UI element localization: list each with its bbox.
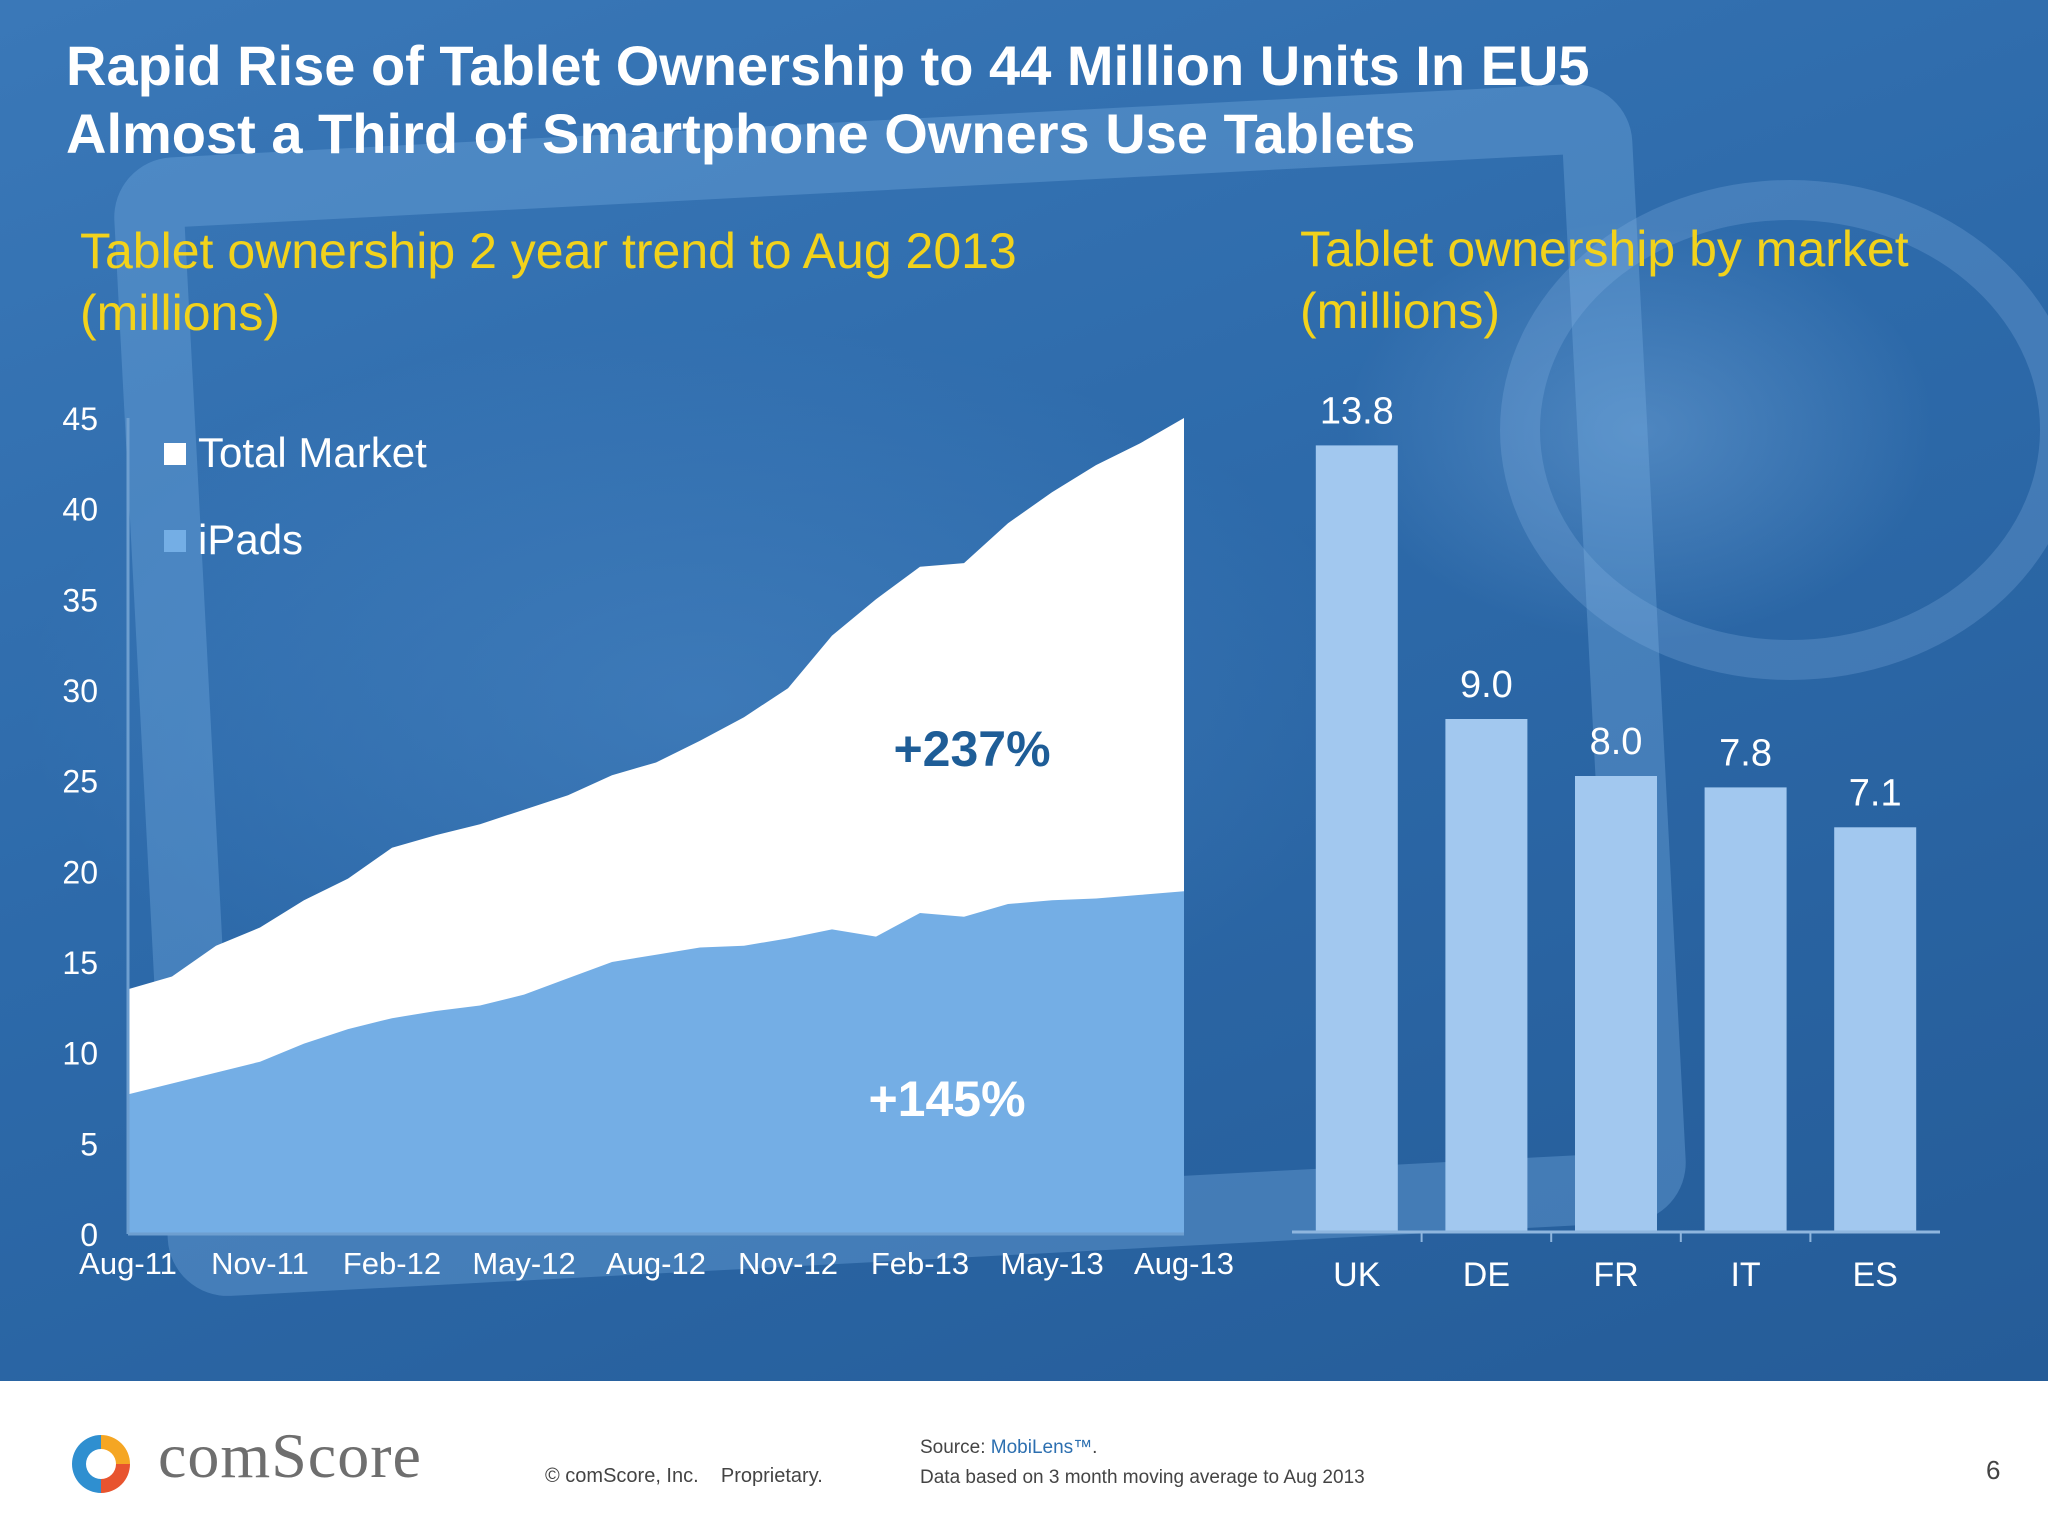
bar-uk: [1315, 445, 1398, 1232]
bar-category-label: UK: [1333, 1256, 1381, 1294]
y-tick-label: 0: [80, 1217, 98, 1253]
bar-de: [1445, 719, 1528, 1232]
legend-label-ipads: iPads: [198, 516, 303, 563]
source-prefix: Source:: [920, 1437, 991, 1458]
legend-swatch-ipads: [164, 530, 186, 552]
bar-it: [1704, 787, 1787, 1232]
x-tick-label: Aug-13: [1134, 1246, 1234, 1281]
y-tick-label: 20: [62, 854, 98, 890]
market-bar-chart: 13.8 UK 9.0 DE 8.0 FR 7.8 IT 7.1 ES: [1292, 390, 1940, 1294]
x-tick-label: May-13: [1000, 1246, 1103, 1281]
mobilens-link[interactable]: MobiLens™: [990, 1437, 1093, 1458]
bar-value-label: 13.8: [1320, 390, 1394, 432]
x-tick-label: Nov-12: [738, 1246, 838, 1281]
total-growth-label: +237%: [893, 721, 1050, 777]
title-line-2: Almost a Third of Smartphone Owners Use …: [66, 102, 1416, 165]
bar-fr: [1575, 776, 1657, 1232]
y-tick-label: 35: [62, 582, 98, 618]
y-tick-label: 15: [62, 945, 98, 981]
trend-chart-heading: Tablet ownership 2 year trend to Aug 201…: [80, 220, 1017, 344]
trend-heading-line-2: (millions): [80, 285, 280, 341]
ipads-area: [128, 891, 1184, 1234]
bar-value-label: 7.8: [1719, 732, 1772, 774]
x-tick-label: Feb-13: [871, 1246, 969, 1281]
x-tick-label: Nov-11: [211, 1246, 309, 1281]
data-basis-note: Data based on 3 month moving average to …: [920, 1467, 1365, 1488]
bar-value-label: 8.0: [1590, 721, 1643, 763]
market-heading-line-1: Tablet ownership by market: [1300, 221, 1909, 277]
title-line-1: Rapid Rise of Tablet Ownership to 44 Mil…: [66, 34, 1590, 97]
slide: Rapid Rise of Tablet Ownership to 44 Mil…: [0, 0, 2048, 1381]
trend-area-chart: 0 5 10 15 20 25 30 35 40 45 Aug-11 Nov-11 Feb-12 May…: [62, 401, 1234, 1281]
market-heading-line-2: (millions): [1300, 283, 1500, 339]
bar-category-label: ES: [1853, 1256, 1898, 1294]
y-tick-label: 45: [62, 401, 98, 437]
x-tick-label: Aug-11: [79, 1246, 177, 1281]
y-tick-label: 5: [80, 1126, 98, 1162]
x-tick-label: Feb-12: [343, 1246, 441, 1281]
bar-category-label: FR: [1593, 1256, 1638, 1294]
market-chart-heading: Tablet ownership by market (millions): [1300, 218, 1909, 342]
legend-label-total: Total Market: [198, 429, 427, 476]
bar-es: [1834, 827, 1917, 1232]
bar-category-label: DE: [1463, 1256, 1510, 1294]
x-tick-label: Aug-12: [606, 1246, 706, 1281]
y-tick-label: 10: [62, 1036, 98, 1072]
comscore-wordmark: comScore: [158, 1420, 422, 1491]
copyright-text: © comScore, Inc. Proprietary.: [545, 1465, 823, 1487]
legend-swatch-total: [164, 443, 186, 465]
y-tick-label: 25: [62, 764, 98, 800]
bar-category-label: IT: [1730, 1256, 1760, 1294]
source-note: Source: MobiLens™. Data based on 3 month…: [920, 1433, 1365, 1493]
bar-value-label: 9.0: [1460, 664, 1513, 706]
trend-heading-line-1: Tablet ownership 2 year trend to Aug 201…: [80, 223, 1017, 279]
source-suffix: .: [1092, 1437, 1098, 1458]
page-number: 6: [1986, 1455, 2001, 1485]
bar-value-label: 7.1: [1849, 772, 1902, 814]
y-tick-label: 30: [62, 673, 98, 709]
footer: comScore © comScore, Inc. Proprietary. S…: [0, 1381, 2048, 1536]
slide-title: Rapid Rise of Tablet Ownership to 44 Mil…: [66, 32, 1590, 168]
x-tick-label: May-12: [472, 1246, 575, 1281]
comscore-logo-icon: [72, 1435, 130, 1493]
y-tick-label: 40: [62, 492, 98, 528]
ipads-growth-label: +145%: [868, 1071, 1025, 1127]
